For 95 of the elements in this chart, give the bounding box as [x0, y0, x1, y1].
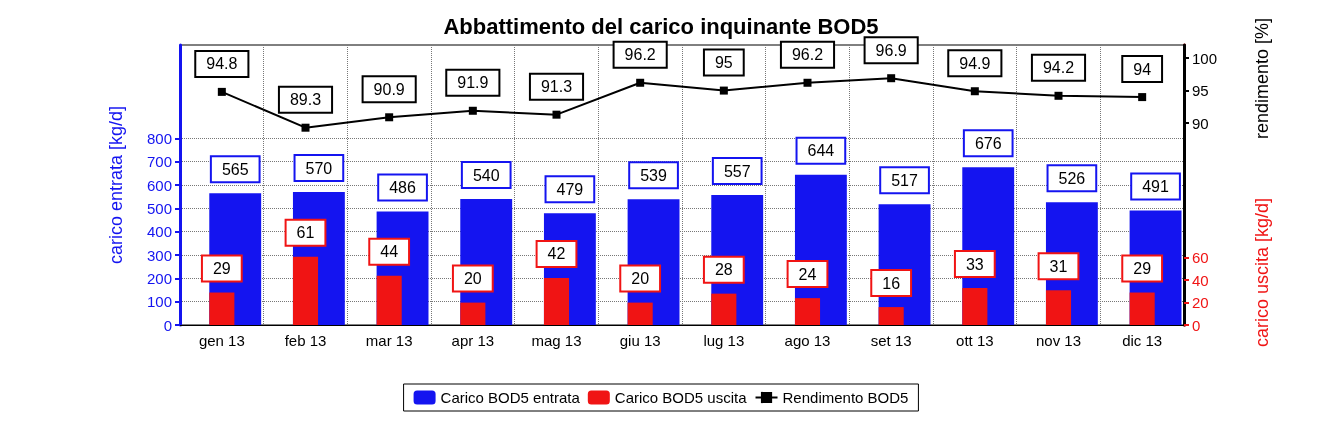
- data-label: 16: [882, 274, 901, 292]
- point: [719, 86, 728, 95]
- point: [468, 106, 477, 115]
- x-tick-label: apr 13: [451, 332, 495, 349]
- bar: [627, 302, 653, 325]
- x-tick-label: lug 13: [703, 332, 745, 349]
- x-tick-label: ago 13: [784, 332, 831, 349]
- y-tick-label: 200: [146, 269, 172, 287]
- point: [301, 123, 310, 132]
- data-label: 644: [807, 142, 835, 160]
- y2-tick-label: 60: [1192, 249, 1209, 267]
- chart-title: Abbattimento del carico inquinante BOD5: [443, 13, 879, 39]
- data-label: 44: [380, 243, 399, 261]
- data-label: 89.3: [289, 91, 322, 109]
- x-tick-label: mag 13: [531, 332, 582, 349]
- data-label: 90.9: [373, 80, 405, 98]
- x-tick-label: feb 13: [284, 332, 327, 349]
- data-label: 20: [631, 270, 650, 288]
- bar: [543, 277, 570, 325]
- legend-label: Rendimento BOD5: [782, 389, 909, 406]
- bar: [1129, 292, 1155, 325]
- y-axis-title: carico entrata [kg/d]: [106, 105, 126, 265]
- data-label: 28: [714, 261, 733, 279]
- x-tick-label: set 13: [870, 332, 912, 349]
- point: [636, 78, 645, 87]
- data-label: 479: [556, 180, 584, 198]
- x-tick-label: ott 13: [956, 332, 994, 349]
- data-label: 491: [1142, 177, 1169, 195]
- bar: [962, 288, 988, 325]
- data-label: 96.2: [791, 46, 824, 64]
- data-label: 540: [472, 166, 500, 184]
- data-label: 95: [714, 54, 733, 72]
- point: [970, 87, 979, 96]
- data-label: 91.3: [540, 78, 573, 96]
- x-tick-label: gen 13: [198, 332, 245, 349]
- data-label: 557: [723, 162, 751, 180]
- bar: [794, 298, 821, 325]
- data-label: 486: [389, 179, 416, 197]
- y-tick-label: 700: [146, 153, 172, 171]
- data-label: 31: [1049, 257, 1068, 275]
- legend-label: Carico BOD5 entrata: [440, 389, 581, 406]
- y-tick-label: 300: [146, 246, 172, 264]
- data-label: 565: [221, 160, 249, 178]
- y-tick-label: 800: [146, 129, 172, 147]
- data-label: 42: [547, 245, 566, 263]
- x-tick-label: mar 13: [365, 332, 413, 349]
- y-tick-label: 600: [146, 176, 172, 194]
- bar: [376, 275, 402, 325]
- y2-tick-label: 40: [1192, 271, 1209, 289]
- y-tick-label: 0: [163, 316, 172, 334]
- point: [217, 87, 226, 96]
- data-label: 96.9: [875, 41, 907, 59]
- x-tick-label: nov 13: [1035, 332, 1082, 349]
- y2-axis-title: carico uscita [kg/d]: [1252, 198, 1272, 348]
- point: [1054, 91, 1063, 100]
- bar: [209, 292, 235, 325]
- point: [887, 74, 896, 83]
- data-label: 94.8: [206, 55, 238, 73]
- bar: [292, 256, 319, 325]
- data-label: 539: [640, 166, 667, 184]
- y2-tick-label: 0: [1192, 316, 1201, 334]
- y3-tick-label: 90: [1192, 114, 1209, 132]
- data-label: 20: [463, 270, 482, 288]
- y-tick-label: 500: [146, 199, 172, 217]
- data-label: 29: [212, 260, 231, 278]
- y-tick-label: 100: [146, 293, 172, 311]
- data-label: 91.9: [457, 74, 489, 92]
- bar: [460, 302, 486, 325]
- data-label: 94.2: [1042, 59, 1075, 77]
- y2-tick-label: 20: [1192, 294, 1209, 312]
- x-tick-label: giu 13: [619, 332, 661, 349]
- point: [803, 78, 812, 87]
- bar: [878, 307, 904, 325]
- data-label: 61: [296, 224, 315, 242]
- data-label: 24: [798, 265, 817, 283]
- y3-tick-label: 95: [1192, 82, 1209, 100]
- bar: [1045, 290, 1072, 325]
- point: [385, 113, 394, 122]
- data-label: 94: [1133, 60, 1152, 78]
- legend-label: Carico BOD5 uscita: [614, 389, 748, 406]
- x-tick-label: dic 13: [1122, 332, 1163, 349]
- point: [552, 110, 561, 119]
- data-label: 94.9: [959, 54, 991, 72]
- y3-axis-title: rendimento [%]: [1252, 18, 1272, 140]
- y3-tick-label: 100: [1192, 49, 1218, 67]
- point: [1138, 93, 1147, 102]
- data-label: 33: [965, 255, 984, 273]
- data-label: 96.2: [624, 46, 656, 64]
- y-tick-label: 400: [146, 223, 172, 241]
- data-label: 676: [974, 134, 1002, 152]
- data-label: 29: [1133, 260, 1152, 278]
- bar: [711, 293, 737, 325]
- data-label: 526: [1058, 169, 1086, 187]
- data-label: 570: [305, 159, 333, 177]
- data-label: 517: [891, 171, 918, 189]
